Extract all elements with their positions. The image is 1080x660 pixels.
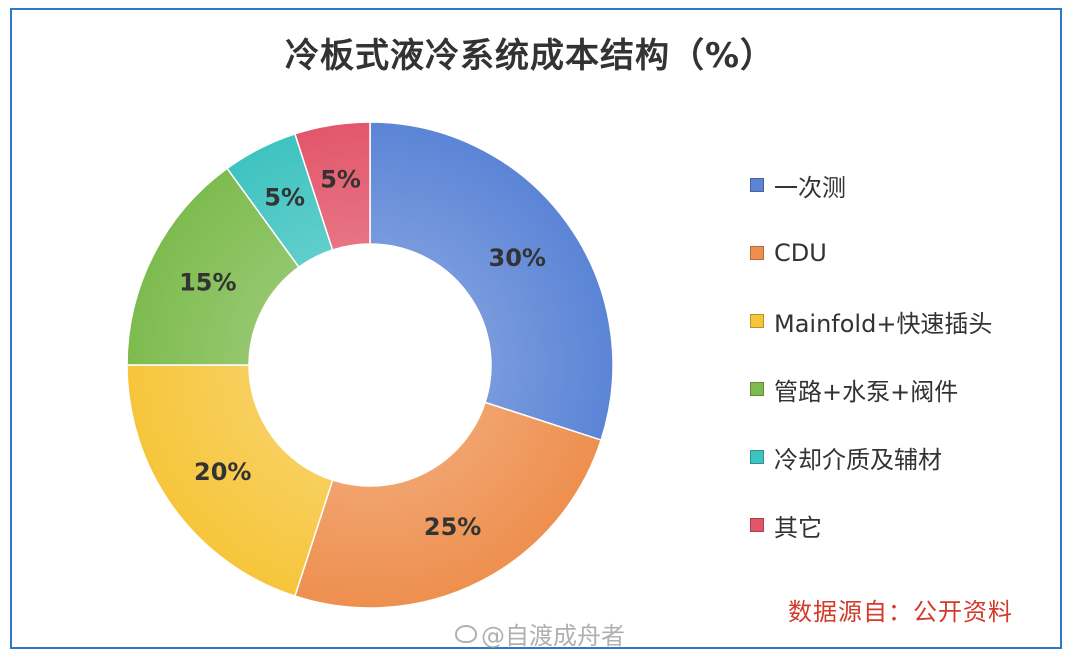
legend-label: 冷却介质及辅材 <box>774 445 942 474</box>
donut-slice-highlight-6 <box>294 122 370 250</box>
legend-item-5: 冷却介质及辅材 <box>750 440 942 474</box>
slice-value-label-5: 5% <box>264 183 305 211</box>
legend-item-1: 一次测 <box>750 168 846 202</box>
legend-swatch <box>750 518 764 532</box>
source-note: 数据源自：公开资料 <box>788 598 1013 626</box>
donut-slice-highlight-1 <box>370 122 614 441</box>
legend-swatch <box>750 450 764 464</box>
legend-label: 一次测 <box>774 173 846 202</box>
legend-item-4: 管路+水泵+阀件 <box>750 372 958 406</box>
legend-swatch <box>750 314 764 328</box>
watermark-text: @自渡成舟者 <box>481 622 625 650</box>
legend-item-2: CDU <box>750 236 827 270</box>
donut-slice-highlight-4 <box>127 168 299 365</box>
legend-swatch <box>750 246 764 260</box>
donut-slice-highlight-5 <box>227 133 333 268</box>
legend-label: 管路+水泵+阀件 <box>774 377 959 406</box>
legend-swatch <box>750 178 764 192</box>
weibo-icon <box>455 624 477 643</box>
legend-label: 其它 <box>774 513 822 542</box>
slice-value-label-2: 25% <box>424 513 481 541</box>
slice-value-label-6: 5% <box>320 165 361 193</box>
donut-slice-highlight-3 <box>127 365 333 597</box>
watermark: @自渡成舟者 <box>455 616 625 651</box>
legend-label: Mainfold+快速插头 <box>774 309 993 338</box>
legend-item-6: 其它 <box>750 508 822 542</box>
legend-item-3: Mainfold+快速插头 <box>750 304 992 338</box>
chart-title: 冷板式液冷系统成本结构（%） <box>284 36 776 76</box>
legend-swatch <box>750 382 764 396</box>
legend-label: CDU <box>774 239 827 267</box>
slice-value-label-3: 20% <box>194 458 251 486</box>
donut-slice-highlight-2 <box>294 402 602 608</box>
slice-value-label-1: 30% <box>489 244 546 272</box>
slice-value-label-4: 15% <box>179 268 236 296</box>
